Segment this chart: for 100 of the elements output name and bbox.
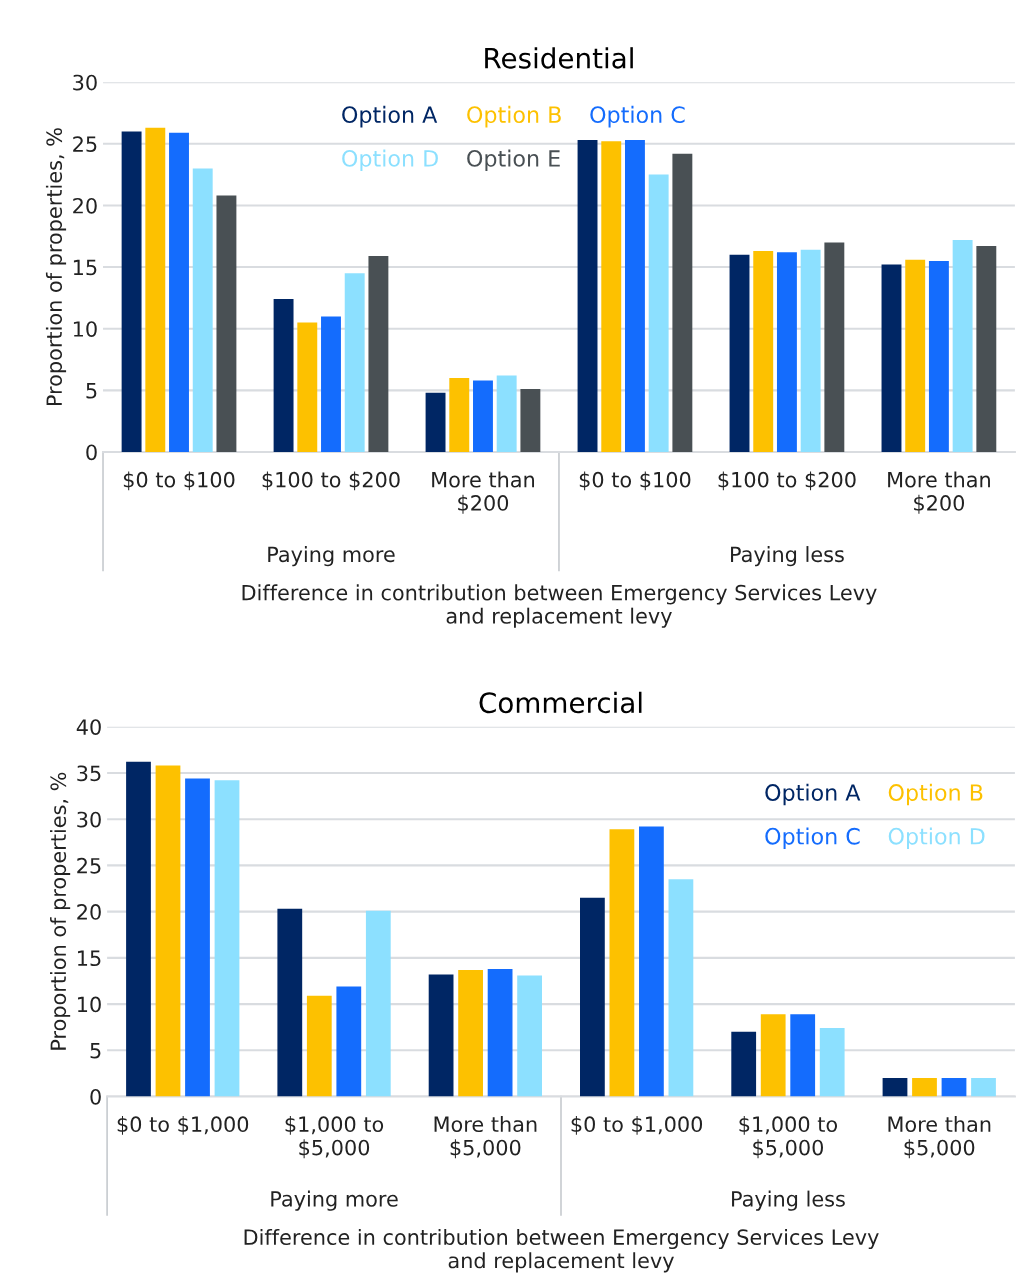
bar [517, 975, 542, 1097]
x-tick-label: $0 to $100 [579, 471, 691, 491]
text: Option E [467, 149, 560, 172]
bar [425, 392, 446, 452]
x-tick-label: $0 to $1,000 [117, 1115, 249, 1135]
text: Option A [765, 783, 861, 806]
text: Paying less [732, 1190, 845, 1211]
bar [580, 897, 605, 1097]
bar [336, 986, 362, 1097]
x-tick-label: More than $200 [888, 471, 990, 514]
bar [941, 1078, 967, 1097]
y-tick-label: 5 [90, 1043, 101, 1059]
y-axis-title: Proportion of properties, % [50, 772, 71, 1050]
bar [520, 389, 541, 452]
bar [976, 246, 997, 452]
y-tick-label: 15 [78, 950, 101, 967]
x-tick-label: More than $200 [432, 471, 534, 514]
bar [672, 153, 693, 452]
y-tick-label: 0 [90, 1088, 101, 1105]
bar [496, 375, 517, 452]
bar [214, 780, 240, 1097]
bar [790, 1014, 816, 1097]
x-axis-title: Difference in contribution between Emergency Services Levy and replacement levy [242, 584, 877, 628]
bar [800, 249, 821, 452]
text: Option C [765, 827, 860, 849]
bar [819, 1028, 845, 1097]
bar [648, 174, 669, 452]
x-tick-label: $0 to $100 [123, 471, 235, 491]
y-tick-label: 25 [73, 136, 97, 153]
x-tick-label: $100 to $200 [262, 471, 400, 491]
text: Option D [342, 149, 438, 172]
bar [145, 127, 166, 452]
x-tick-label: $100 to $200 [718, 471, 856, 491]
bar [126, 761, 151, 1097]
bar [776, 252, 797, 452]
bar [882, 1078, 908, 1097]
bar [760, 1014, 786, 1097]
y-tick-label: 0 [86, 444, 97, 461]
bar [912, 1078, 937, 1097]
bar [639, 826, 664, 1097]
y-tick-label: 35 [77, 765, 101, 782]
y-tick-label: 10 [78, 996, 101, 1013]
y-tick-label: 20 [77, 904, 101, 920]
y-tick-label: 30 [77, 811, 101, 828]
bar [365, 910, 391, 1097]
y-tick-label: 15 [73, 259, 97, 276]
bar [458, 969, 483, 1097]
text: Paying more [271, 1190, 398, 1211]
bar [192, 168, 213, 452]
bar [344, 273, 365, 452]
bar [577, 140, 598, 452]
y-tick-label: 20 [73, 197, 97, 214]
bar [428, 974, 454, 1097]
text: Paying more [268, 546, 395, 567]
y-axis-title: Proportion of properties, % [45, 128, 67, 406]
x-tick-label: $1,000 to $5,000 [739, 1115, 838, 1159]
x-tick-label: $1,000 to $5,000 [285, 1115, 384, 1159]
bar [731, 1031, 757, 1097]
bar [306, 995, 332, 1097]
text: Paying less [731, 546, 844, 567]
bar [928, 260, 949, 452]
bar [824, 242, 845, 452]
bar [297, 322, 318, 452]
bar [273, 299, 294, 452]
bar [277, 908, 303, 1097]
bar [729, 254, 750, 452]
bar [321, 316, 341, 452]
bar [473, 380, 493, 452]
text: Option A [342, 105, 438, 128]
bar [185, 778, 210, 1097]
x-tick-label: More than $5,000 [888, 1115, 991, 1159]
bar [668, 879, 694, 1097]
bar [971, 1078, 996, 1097]
y-tick-label: 40 [76, 719, 101, 735]
y-tick-label: 5 [86, 383, 97, 399]
chart-title: Commercial [479, 691, 642, 714]
series-label: Option B [467, 105, 561, 128]
bar [624, 140, 645, 452]
bar [601, 141, 622, 452]
bar [753, 251, 774, 452]
bar [905, 259, 926, 452]
bar [169, 132, 189, 452]
bar [487, 968, 513, 1097]
text: Option B [888, 783, 983, 806]
x-axis-title: Difference in contribution between Emergency Services Levy and replacement levy [244, 1228, 879, 1273]
y-tick-label: 30 [73, 74, 97, 91]
x-tick-label: $0 to $1,000 [571, 1115, 703, 1135]
series-label: Option C [590, 105, 685, 128]
y-tick-label: 25 [77, 857, 101, 874]
bar [881, 264, 902, 452]
text: Option D [888, 827, 985, 849]
chart-title: Residential [485, 47, 633, 69]
bar [952, 239, 973, 452]
bar [609, 829, 635, 1097]
bar [121, 131, 142, 452]
bar [449, 378, 470, 452]
x-tick-label: More than $5,000 [434, 1115, 537, 1159]
y-tick-label: 10 [73, 321, 97, 337]
bar [155, 765, 181, 1097]
bar [368, 255, 389, 452]
